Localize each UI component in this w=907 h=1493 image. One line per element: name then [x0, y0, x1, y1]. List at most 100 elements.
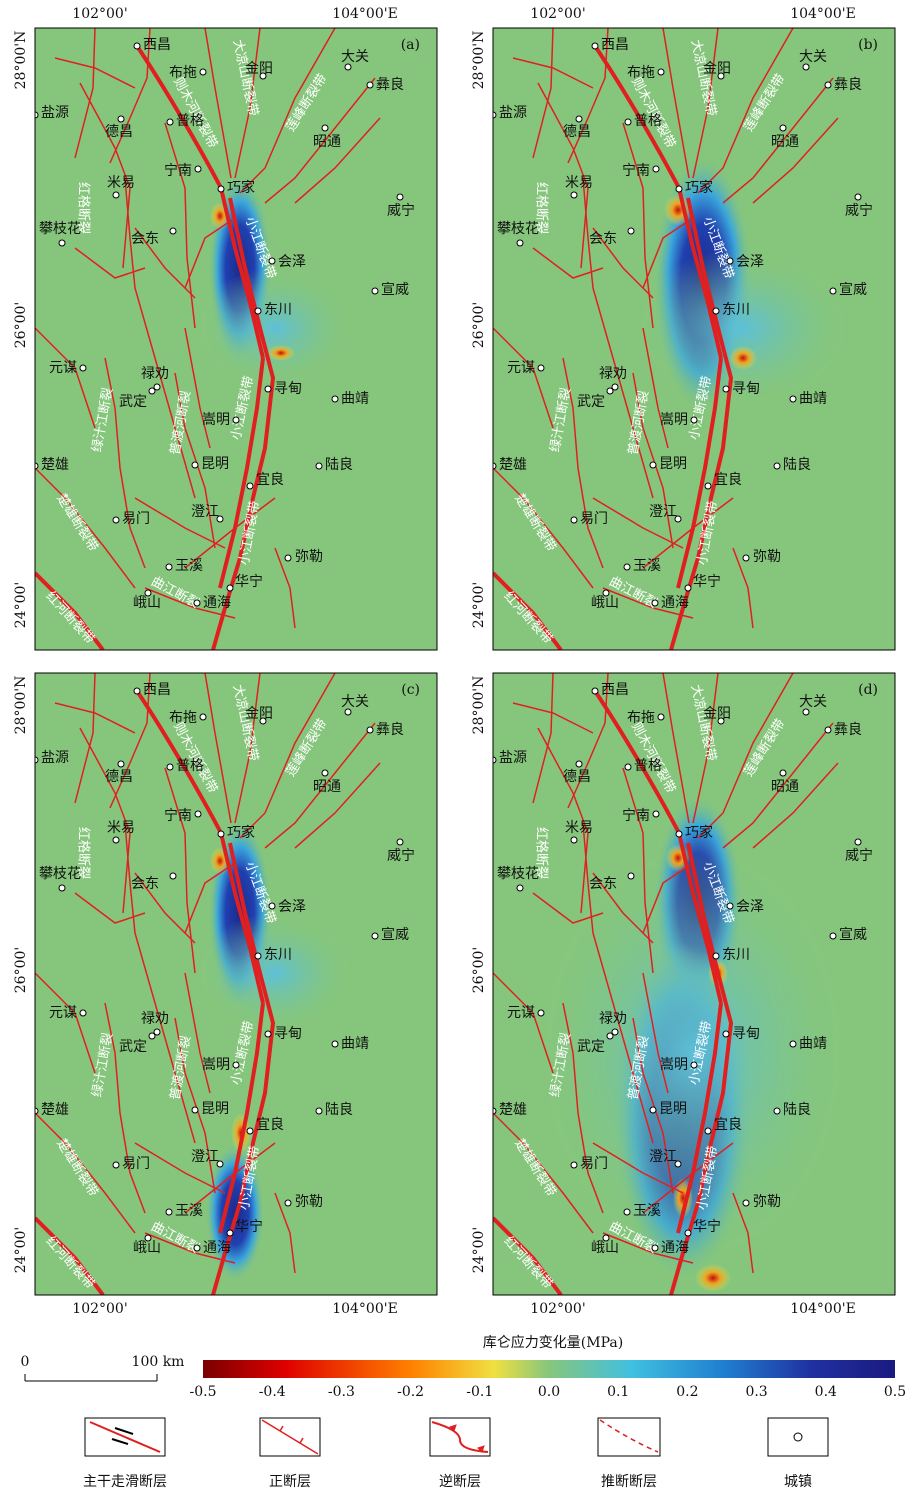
- town-marker: [316, 1108, 322, 1114]
- town-label: 盐源: [499, 105, 527, 121]
- town-label: 弥勒: [753, 1193, 781, 1210]
- town-label: 玉溪: [175, 558, 203, 574]
- town-marker: [607, 388, 613, 394]
- town-marker: [653, 166, 659, 172]
- town-label: 嵩明: [202, 412, 230, 428]
- stress-field: [267, 345, 295, 361]
- map-panel: 则木河断裂带大凉山断裂带莲峰断裂带小江断裂带小江断裂带小江断裂带红格断裂绿汁江断…: [13, 673, 437, 1317]
- lat-label: 28°00'N: [13, 31, 29, 90]
- colorbar-tick-label: 0.1: [607, 1384, 629, 1400]
- town-label: 易门: [122, 1156, 150, 1172]
- town-label: 东川: [722, 302, 750, 318]
- town-marker: [80, 1010, 86, 1016]
- town-marker: [653, 811, 659, 817]
- lat-label: 28°00'N: [13, 676, 29, 735]
- town-marker: [790, 396, 796, 402]
- town-marker: [397, 839, 403, 845]
- town-marker: [372, 288, 378, 294]
- town-marker: [691, 417, 697, 423]
- town-marker: [265, 1031, 271, 1037]
- town-label: 嵩明: [660, 412, 688, 428]
- town-marker: [322, 770, 328, 776]
- town-marker: [576, 116, 582, 122]
- town-marker: [538, 1010, 544, 1016]
- town-marker: [685, 1230, 691, 1236]
- town-label: 禄劝: [141, 366, 169, 382]
- town-label: 攀枝花: [497, 221, 539, 237]
- town-label: 曲靖: [341, 391, 369, 407]
- town-label: 玉溪: [175, 1203, 203, 1219]
- town-marker: [691, 1062, 697, 1068]
- lat-label: 26°00': [471, 302, 487, 348]
- town-label: 武定: [577, 394, 605, 410]
- town-marker: [576, 761, 582, 767]
- town-label: 武定: [577, 1039, 605, 1055]
- town-label: 普格: [176, 113, 204, 129]
- town-marker: [255, 308, 261, 314]
- legend-label: 城镇: [784, 1474, 812, 1490]
- town-marker: [167, 764, 173, 770]
- town-label: 易门: [580, 1156, 608, 1172]
- town-label: 弥勒: [753, 548, 781, 565]
- town-label: 禄劝: [599, 1011, 627, 1027]
- town-marker: [247, 1128, 253, 1134]
- town-label: 陆良: [783, 1102, 811, 1118]
- town-label: 陆良: [783, 457, 811, 473]
- town-marker: [218, 831, 224, 837]
- town-marker: [200, 69, 206, 75]
- town-label: 澄江: [191, 504, 219, 520]
- town-label: 攀枝花: [497, 866, 539, 882]
- figure: 则木河断裂带大凉山断裂带莲峰断裂带小江断裂带小江断裂带小江断裂带红格断裂绿汁江断…: [0, 0, 907, 1493]
- town-label: 大关: [341, 694, 369, 710]
- lat-label: 24°00': [13, 582, 29, 628]
- town-marker: [167, 119, 173, 125]
- town-marker: [538, 365, 544, 371]
- panel-label: (a): [401, 37, 420, 53]
- town-label: 玉溪: [633, 1203, 661, 1219]
- town-label: 楚雄: [499, 1102, 527, 1118]
- town-label: 华宁: [235, 1218, 263, 1235]
- town-label: 巧家: [685, 179, 713, 196]
- town-marker: [149, 388, 155, 394]
- town-label: 宁南: [164, 162, 192, 179]
- town-label: 西昌: [143, 682, 171, 698]
- town-marker: [269, 903, 275, 909]
- town-marker: [332, 1041, 338, 1047]
- town-marker: [195, 811, 201, 817]
- town-label: 宣威: [381, 282, 409, 298]
- town-marker: [625, 764, 631, 770]
- town-marker: [367, 82, 373, 88]
- town-label: 西昌: [601, 682, 629, 698]
- town-label: 布拖: [169, 65, 197, 81]
- lon-label: 104°00'E: [332, 1301, 398, 1317]
- town-marker: [652, 1245, 658, 1251]
- town-label: 峨山: [591, 595, 619, 611]
- town-label: 弥勒: [295, 548, 323, 565]
- colorbar-tick-label: -0.1: [466, 1384, 493, 1400]
- town-label: 昆明: [659, 456, 687, 472]
- panel-label: (d): [858, 682, 878, 698]
- lon-label: 104°00'E: [332, 6, 398, 22]
- town-marker: [517, 240, 523, 246]
- town-marker: [592, 43, 598, 49]
- town-marker: [625, 119, 631, 125]
- town-label: 东川: [722, 947, 750, 963]
- town-marker: [676, 831, 682, 837]
- lat-label: 26°00': [471, 947, 487, 993]
- town-marker: [628, 873, 634, 879]
- town-label: 西昌: [601, 37, 629, 53]
- town-label: 威宁: [845, 202, 873, 219]
- town-label: 昭通: [313, 779, 341, 795]
- lat-label: 26°00': [13, 302, 29, 348]
- lat-label: 24°00': [13, 1227, 29, 1273]
- legend-area: 库仑应力变化量(MPa) 0 100 km -0.5-0.4-0.3-0.2-0…: [21, 1334, 907, 1490]
- town-label: 嵩明: [660, 1057, 688, 1073]
- town-label: 峨山: [591, 1240, 619, 1256]
- town-marker: [134, 688, 140, 694]
- town-marker: [166, 1209, 172, 1215]
- town-marker: [233, 417, 239, 423]
- town-marker: [780, 125, 786, 131]
- town-label: 会东: [131, 876, 159, 892]
- town-marker: [743, 1200, 749, 1206]
- town-label: 大关: [799, 694, 827, 710]
